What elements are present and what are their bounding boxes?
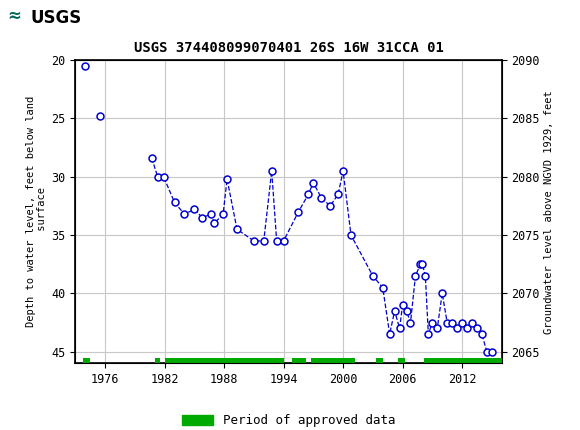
Legend: Period of approved data: Period of approved data: [177, 409, 400, 430]
Bar: [165, 358, 284, 364]
Title: USGS 374408099070401 26S 16W 31CCA 01: USGS 374408099070401 26S 16W 31CCA 01: [133, 41, 444, 55]
Y-axis label: Groundwater level above NGVD 1929, feet: Groundwater level above NGVD 1929, feet: [544, 90, 554, 334]
Bar: [84, 358, 90, 364]
Bar: [155, 358, 160, 364]
Bar: [292, 358, 306, 364]
FancyBboxPatch shape: [5, 3, 66, 32]
Bar: [425, 358, 502, 364]
Bar: [398, 358, 404, 364]
Text: ≈: ≈: [7, 7, 21, 25]
Text: USGS: USGS: [30, 9, 81, 27]
Bar: [311, 358, 355, 364]
Y-axis label: Depth to water level, feet below land
 surface: Depth to water level, feet below land su…: [26, 96, 47, 327]
Bar: [376, 358, 383, 364]
